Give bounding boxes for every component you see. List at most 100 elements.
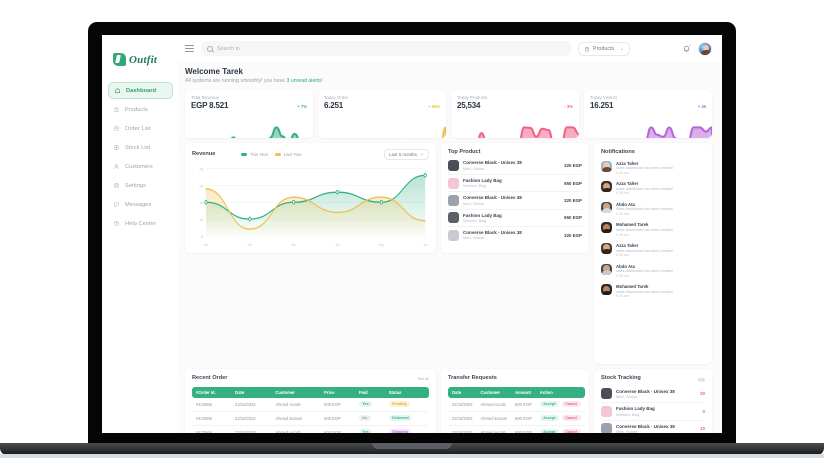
product-meta: Converse Black - Unisex 38 Men, Shose — [463, 230, 560, 241]
notification-item[interactable]: Azza Taher sales dashboard has been creat… — [601, 158, 705, 179]
order-status-cell: Shipping — [385, 425, 429, 433]
svg-text:Mar: Mar — [291, 242, 296, 247]
cancel-button[interactable]: Cancel — [561, 400, 581, 408]
notifications-card: Notifications Azza Taher sales dashboard … — [594, 142, 712, 364]
column-header: Paid — [358, 389, 368, 395]
notification-item[interactable]: Abdo Ata sales dashboard has been created… — [601, 260, 705, 281]
product-category: Women, Bag — [616, 411, 640, 417]
list-item[interactable]: Fashion Lady Bag Women, Bag 650 EGP — [448, 208, 582, 226]
sidebar-item-help-center[interactable]: Help Center — [108, 215, 173, 232]
table-row[interactable]: #423566 22/10/2022 Ahmed Accab 600 EGP Yes Sh… — [192, 425, 429, 433]
product-name: Fashion Lady Bag — [463, 177, 502, 183]
outfit-logo-icon — [113, 53, 126, 66]
bag-icon — [584, 46, 590, 52]
cancel-button[interactable]: Cancel — [561, 415, 581, 422]
recent-order-header: Recent Order See all — [192, 375, 429, 384]
table-row[interactable]: 22/10/2022 Ahmed Accab 600 EGP Accept Cancel — [448, 425, 585, 433]
sidebar-item-settings[interactable]: Settings — [108, 177, 173, 194]
list-item[interactable]: Converse Black - Unisex 38 Men, Shose 320 … — [448, 226, 582, 243]
notification-item[interactable]: Azza Taher sales dashboard has been creat… — [601, 240, 705, 261]
stat-delta: + 45 — [697, 104, 706, 109]
stat-card: Today Products 25,534 - 3% — [451, 89, 579, 138]
stock-meta: Converse Black - Unisex 38 Men, Shose — [616, 424, 696, 433]
sparkline-chart — [584, 112, 712, 138]
sidebar-item-products[interactable]: Products — [108, 101, 173, 118]
stock-tracking-card: Stock Tracking Qty Converse Black - Unis… — [594, 368, 712, 433]
notification-body: Abdo Ata sales dashboard has been created… — [616, 264, 705, 278]
table-row[interactable]: #423566 22/10/2022 Ahmed Accab 600 EGP Yes Pe… — [192, 397, 429, 412]
stock-tracking-header: Stock Tracking Qty — [601, 375, 705, 384]
sidebar-item-stock-list[interactable]: Stock List — [108, 139, 173, 156]
notification-name: Abdo Ata — [616, 201, 635, 207]
hamburger-icon[interactable] — [185, 45, 194, 52]
sidebar-item-dashboard[interactable]: Dashboard — [108, 82, 173, 99]
avatar — [601, 242, 612, 254]
unread-alerts-link[interactable]: 3 unread alerts! — [286, 77, 323, 84]
order-date: 22/10/2022 — [235, 429, 256, 433]
search-input[interactable]: Search in — [201, 41, 571, 56]
accept-button[interactable]: Accept — [539, 415, 559, 422]
accept-button[interactable]: Accept — [539, 400, 559, 408]
bell-icon[interactable] — [682, 43, 692, 53]
list-item[interactable]: Converse Black - Unisex 38 Men, Shose 20 — [601, 386, 705, 403]
help-icon — [113, 220, 120, 227]
laptop-base — [0, 443, 824, 455]
list-item[interactable]: Converse Black - Unisex 38 Men, Shose 320 … — [448, 191, 582, 208]
notification-name: Azza Taher — [616, 242, 639, 248]
notification-dot — [688, 43, 692, 47]
product-price: 320 EGP — [564, 232, 582, 238]
list-item[interactable]: Fashion Lady Bag Women, Bag 0 — [601, 402, 705, 420]
sidebar-item-label: Dashboard — [126, 87, 157, 94]
notification-name: Azza Taher — [616, 160, 639, 166]
notification-text: sales dashboard has been created — [616, 207, 673, 212]
column-header: Customer — [275, 389, 295, 395]
order-date: 22/10/2022 — [231, 411, 272, 426]
search-icon — [207, 45, 213, 52]
product-name: Fashion Lady Bag — [463, 212, 502, 218]
column-header: Status — [388, 389, 402, 395]
sidebar-item-customers[interactable]: Customers — [108, 158, 173, 175]
list-item[interactable]: Converse Black - Unisex 38 Men, Shose 320 … — [448, 158, 582, 174]
table-row[interactable]: 22/10/2022 Ahmed Accab 600 EGP Accept Cancel — [448, 397, 585, 412]
product-name: Fashion Lady Bag — [616, 406, 655, 412]
table-row[interactable]: #423566 22/10/2022 Ahmed Essam 600 EGP No Del… — [192, 411, 429, 426]
notification-item[interactable]: Mohamed Tarek sales dashboard has been cr… — [601, 281, 705, 302]
range-select[interactable]: Last 6 months ⌄ — [384, 148, 429, 160]
legend-swatch — [275, 152, 282, 156]
table-row[interactable]: 22/10/2022 Ahmed Essam 600 EGP Accept Cancel — [448, 411, 585, 426]
transfer-customer: Ahmed Essam — [476, 411, 512, 426]
bottom-row: Recent Order See all #Order Id. Date Custo… — [185, 368, 712, 433]
home-icon — [114, 87, 121, 94]
sidebar-item-order-list[interactable]: Order List — [108, 120, 173, 137]
transfer-date: 22/10/2022 — [448, 411, 477, 426]
avatar[interactable] — [698, 41, 712, 56]
accept-button[interactable]: Accept — [539, 429, 559, 433]
order-customer: Ahmed Essam — [271, 411, 321, 426]
notification-body: Abdo Ata sales dashboard has been created… — [616, 202, 705, 216]
stock-meta: Fashion Lady Bag Women, Bag — [616, 406, 699, 417]
svg-text:Apr: Apr — [336, 242, 341, 247]
transfer-requests-table: Date Customer Amount Action 22/10/2022 Ahmed… — [448, 386, 585, 433]
sidebar-item-messages[interactable]: Messages — [108, 196, 173, 213]
revenue-header: Revenue This Year Last Year Last 6 months… — [192, 148, 429, 160]
category-select[interactable]: Products ⌄ — [578, 41, 630, 56]
product-price: 650 EGP — [564, 180, 582, 186]
svg-text:25k: 25k — [199, 166, 203, 171]
stat-label: Today Visitors — [590, 94, 618, 100]
legend-item: Last Year — [275, 152, 302, 157]
stat-head: Today Products 25,534 - 3% — [451, 90, 579, 111]
stat-label: Today Order — [324, 94, 349, 100]
notification-item[interactable]: Azza Taher sales dashboard has been creat… — [601, 178, 705, 199]
notifications-list: Azza Taher sales dashboard has been creat… — [601, 158, 705, 302]
stat-row: 6.251 + 55% — [324, 101, 440, 110]
cancel-button[interactable]: Cancel — [561, 429, 581, 433]
product-thumbnail — [448, 194, 459, 206]
order-status-cell: Pending — [384, 397, 429, 412]
notification-name: Mohamed Tarek — [616, 222, 649, 228]
see-all-link[interactable]: See all — [417, 377, 429, 381]
notification-item[interactable]: Mohamed Tarek sales dashboard has been cr… — [601, 219, 705, 240]
stat-row: EGP 8.521 + 7% — [191, 101, 307, 110]
list-item[interactable]: Converse Black - Unisex 38 Men, Shose 10 — [601, 419, 705, 433]
notification-item[interactable]: Abdo Ata sales dashboard has been created… — [601, 199, 705, 220]
list-item[interactable]: Fashion Lady Bag Women, Bag 650 EGP — [448, 173, 582, 191]
